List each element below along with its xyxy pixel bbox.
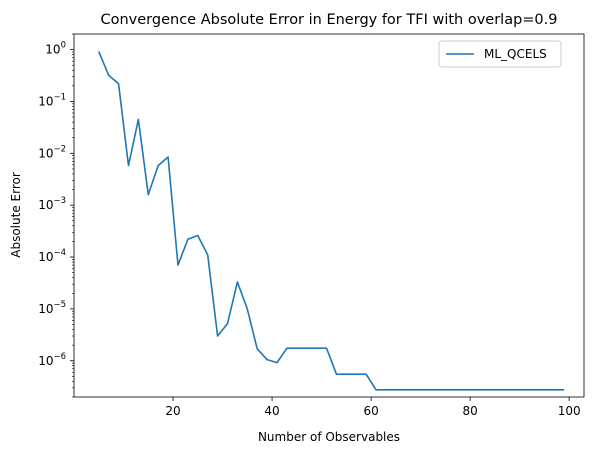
y-tick-label: 10−6 xyxy=(38,352,66,368)
plot-frame xyxy=(73,33,585,398)
y-tick-label: 10−4 xyxy=(38,248,66,264)
x-axis-label: Number of Observables xyxy=(258,430,400,444)
x-tick-label: 20 xyxy=(165,404,180,418)
chart-title: Convergence Absolute Error in Energy for… xyxy=(100,12,557,28)
y-axis-label: Absolute Error xyxy=(9,172,23,258)
legend-label-ml-qcels: ML_QCELS xyxy=(484,47,547,61)
y-tick-label: 10−3 xyxy=(38,196,66,212)
y-axis: 100 10−1 10−2 10−3 10−4 10−5 10−6 xyxy=(38,33,74,398)
x-tick-label: 60 xyxy=(363,404,378,418)
legend: ML_QCELS xyxy=(438,40,562,68)
x-tick-label: 100 xyxy=(558,404,581,418)
plot-area xyxy=(73,33,585,398)
y-tick-label: 10−1 xyxy=(38,92,66,108)
series-line-ml-qcels xyxy=(98,51,565,391)
series-layer xyxy=(98,51,565,391)
y-tick-label: 100 xyxy=(45,41,66,57)
x-axis: 20 40 60 80 100 xyxy=(165,397,581,418)
x-tick-label: 40 xyxy=(264,404,279,418)
x-tick-label: 80 xyxy=(462,404,477,418)
y-tick-label: 10−5 xyxy=(38,300,66,316)
legend-box xyxy=(438,40,562,68)
y-tick-label: 10−2 xyxy=(38,144,66,160)
